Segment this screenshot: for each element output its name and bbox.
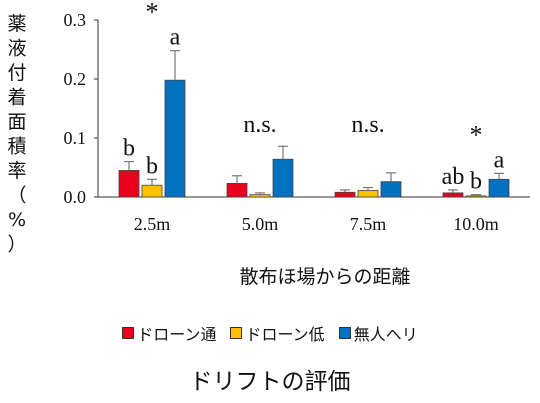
bar — [164, 79, 186, 198]
y-tick-label: 0.2 — [64, 69, 87, 89]
legend-label-heli: 無人ヘリ — [353, 325, 418, 344]
legend-label-drone-low: ドローン低 — [245, 325, 325, 344]
y-axis-label-char: （ — [7, 185, 26, 207]
legend-label-drone-normal: ドローン通 — [137, 325, 217, 344]
y-axis-label-char: ） — [7, 234, 26, 256]
y-axis-label-char: 着 — [7, 87, 26, 109]
y-axis-label-char: 液 — [7, 38, 26, 60]
y-axis-label-char: 面 — [7, 111, 26, 133]
significance-letter: a — [494, 147, 505, 173]
x-axis-ticks: 2.5m 5.0m 7.5m 10.0m — [134, 214, 499, 234]
y-axis-label-char: 積 — [7, 136, 26, 158]
y-axis-ticks: 0.0 0.1 0.2 0.3 — [64, 10, 87, 207]
group-annotation: * — [146, 0, 159, 27]
bar — [380, 181, 402, 198]
significance-letter: b — [470, 169, 482, 195]
x-tick-label: 7.5m — [350, 214, 387, 234]
bars: bba*n.s. n.s.ab ba* — [118, 0, 510, 198]
chart-title: ドリフトの評価 — [189, 369, 351, 395]
legend-item-drone-normal: ドローン通 — [122, 321, 216, 345]
y-axis-label-char: 薬 — [7, 13, 26, 35]
bar — [226, 183, 248, 198]
legend-swatch-heli — [338, 327, 351, 339]
bar — [334, 191, 356, 198]
bar — [488, 178, 510, 198]
bar — [249, 194, 271, 198]
x-tick-label: 5.0m — [242, 214, 279, 234]
y-tick-label: 0.3 — [64, 10, 87, 30]
x-tick-label: 10.0m — [453, 214, 499, 234]
bar — [141, 184, 163, 198]
legend-swatch-drone-normal — [122, 327, 135, 339]
y-axis-label-char: % — [8, 209, 26, 231]
group-annotation: n.s. — [351, 112, 384, 138]
x-axis-label: 散布ほ場からの距離 — [239, 266, 410, 288]
y-axis-label-char: 付 — [7, 62, 26, 84]
y-axis-label-char: 率 — [7, 160, 26, 182]
bar — [118, 170, 140, 198]
legend-swatch-drone-low — [230, 327, 243, 339]
significance-letter: a — [170, 25, 181, 51]
bar — [272, 158, 294, 198]
bar — [357, 190, 379, 198]
group-annotation: * — [470, 120, 483, 149]
significance-letter: ab — [442, 164, 465, 190]
legend-item-drone-low: ドローン低 — [230, 321, 325, 345]
bar — [465, 195, 487, 198]
x-tick-label: 2.5m — [134, 214, 171, 234]
axes — [94, 19, 530, 198]
y-tick-label: 0.1 — [64, 128, 87, 148]
legend: ドローン通 ドローン低 無人ヘリ — [0, 321, 540, 345]
significance-letter: b — [123, 136, 135, 162]
bar — [442, 192, 464, 198]
group-annotation: n.s. — [243, 112, 276, 138]
significance-letter: b — [146, 153, 158, 179]
y-tick-label: 0.0 — [64, 187, 87, 207]
legend-item-heli: 無人ヘリ — [338, 321, 418, 345]
